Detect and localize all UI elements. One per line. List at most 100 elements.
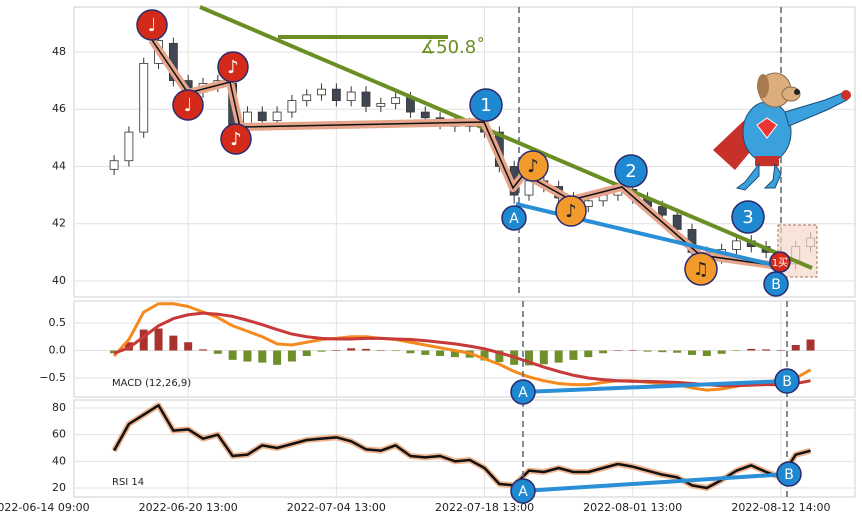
histogram-bar [213, 350, 222, 354]
badge [510, 478, 536, 504]
badge-label: 2 [625, 161, 636, 182]
y-tick-label: 0.5 [49, 316, 67, 329]
y-tick-label: 80 [52, 401, 66, 414]
candle-body [732, 240, 741, 250]
candle-body [361, 91, 371, 107]
histogram-bar [539, 350, 548, 365]
histogram-bar [184, 342, 193, 351]
y-tick-label: 60 [52, 428, 66, 441]
candle-body [420, 111, 430, 119]
rsi-line [112, 404, 811, 490]
candle-body [331, 88, 341, 102]
histogram-bar [199, 349, 207, 351]
candle-body [124, 131, 134, 162]
histogram-bar [628, 349, 637, 351]
histogram-bar [569, 350, 578, 360]
histogram-bar [450, 350, 459, 358]
histogram-bar [599, 350, 608, 354]
macd-panel [73, 300, 856, 398]
candle-body [346, 91, 356, 102]
badge-label: ♫ [693, 259, 709, 280]
angle-label: ∡50.8˚ [420, 37, 485, 58]
x-tick-label: 2022-07-04 13:00 [287, 501, 386, 514]
candle-body [524, 180, 534, 196]
candle-body [672, 214, 682, 230]
badge-label: 3 [742, 207, 753, 228]
histogram-bar [139, 329, 148, 351]
histogram-bar [391, 350, 400, 352]
y-tick-label: 48 [52, 45, 66, 58]
badge-label: A [518, 484, 528, 500]
histogram-bar [480, 350, 489, 361]
badge-label: 1买 [772, 257, 788, 269]
badge-label: B [771, 277, 781, 293]
rsi-panel [73, 399, 856, 498]
badge [517, 150, 549, 182]
badge [501, 205, 527, 231]
badge-label: ♩ [184, 95, 193, 116]
histogram-bar [776, 350, 785, 352]
histogram-bar [762, 349, 771, 351]
mascot [713, 72, 851, 191]
histogram-bar [273, 350, 282, 365]
trend-line [199, 5, 813, 270]
histogram-bar [688, 350, 696, 355]
candle-body [257, 111, 267, 122]
candle-body [657, 206, 667, 216]
indicator-label: MACD (12,26,9) [112, 378, 191, 389]
badge-label: ♪ [565, 201, 577, 222]
badge [510, 379, 536, 405]
histogram-bar [613, 350, 622, 352]
histogram-bar [421, 350, 430, 355]
histogram-bar [495, 350, 504, 363]
badge [469, 88, 503, 122]
histogram-bar [717, 350, 726, 354]
histogram-bar [332, 349, 341, 351]
candle-body [302, 94, 312, 102]
histogram-bar [658, 350, 667, 353]
x-tick-label: 2022-06-14 09:00 [0, 501, 90, 514]
badge [217, 51, 249, 83]
badge [614, 154, 648, 188]
badge [763, 271, 789, 297]
badge [774, 368, 800, 394]
histogram-bar [302, 350, 311, 357]
y-tick-label: 20 [52, 481, 66, 494]
histogram-bar [287, 350, 296, 362]
badge-label: ♪ [230, 129, 242, 150]
histogram-bar [732, 350, 741, 352]
histogram-bar [747, 348, 756, 351]
histogram-bar [525, 350, 533, 366]
histogram-bar [673, 350, 682, 353]
badge-label: ♪ [227, 57, 239, 78]
candle-body [287, 100, 297, 113]
y-tick-label: −0.5 [39, 371, 66, 384]
badge-label: ♩ [148, 15, 157, 36]
x-tick-label: 2022-06-20 13:00 [139, 501, 238, 514]
wave-line [151, 39, 779, 267]
badge [136, 9, 168, 41]
y-tick-label: 44 [52, 159, 66, 172]
histogram-bar [258, 350, 267, 363]
badge [769, 251, 791, 273]
badge-label: B [782, 374, 792, 390]
badge [555, 195, 587, 227]
histogram-bar [791, 345, 800, 351]
y-tick-label: 46 [52, 102, 66, 115]
histogram-bar [554, 350, 563, 363]
histogram-bar [436, 350, 445, 357]
badge [220, 123, 252, 155]
histogram-bar [376, 350, 385, 352]
histogram-bar [347, 348, 356, 351]
badge-label: 1 [480, 95, 491, 116]
histogram-bar [702, 350, 711, 357]
histogram-bar [243, 350, 252, 362]
badge-label: A [518, 385, 528, 401]
y-tick-label: 40 [52, 454, 66, 467]
y-tick-label: 0.0 [49, 344, 67, 357]
histogram-bar [806, 339, 815, 351]
histogram-bar [643, 350, 652, 352]
histogram-bar [317, 350, 326, 352]
histogram-bar [154, 328, 163, 351]
